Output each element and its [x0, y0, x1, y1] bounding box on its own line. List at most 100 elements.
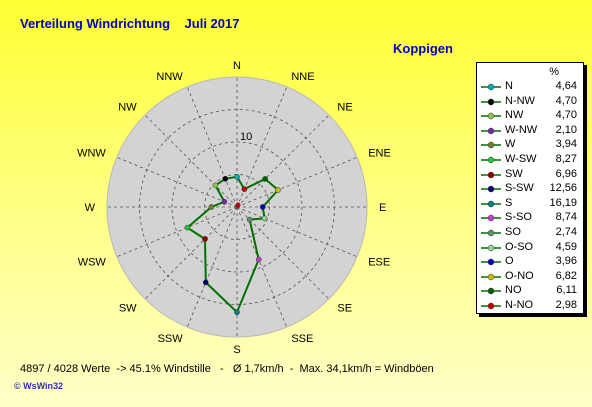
- legend-item: S-SO 8,74: [477, 211, 583, 226]
- legend-item: S 16,19: [477, 197, 583, 212]
- legend-item: NO 6,11: [477, 284, 583, 299]
- legend-marker-icon: [481, 139, 501, 151]
- direction-label-ese: ESE: [368, 256, 390, 268]
- point-wnw: [221, 198, 228, 205]
- legend-label: W-SW: [505, 153, 537, 165]
- legend-label: W-NW: [505, 123, 538, 136]
- legend-item: S-SW 12,56: [477, 182, 583, 197]
- legend-marker-icon: [481, 96, 501, 108]
- legend-label: O-NO: [505, 269, 534, 282]
- direction-label-n: N: [233, 60, 241, 72]
- spoke-wsw: [116, 206, 238, 258]
- legend-value: 6,82: [555, 269, 577, 282]
- legend-marker-icon: [481, 300, 501, 312]
- legend-marker-icon: [481, 110, 501, 122]
- legend-value: 8,27: [555, 153, 577, 165]
- spoke-ese: [236, 206, 358, 258]
- point-sse: [255, 256, 262, 263]
- legend-marker-icon: [481, 212, 501, 224]
- legend-value: 4,64: [555, 80, 577, 92]
- spoke-sw: [144, 206, 238, 300]
- direction-label-ene: ENE: [368, 148, 391, 160]
- spoke-ne: [236, 114, 330, 208]
- legend-value: 16,19: [549, 196, 577, 209]
- point-se: [246, 216, 253, 223]
- center-point: [235, 202, 241, 208]
- legend-item: SO 2,74: [477, 226, 583, 241]
- legend-label: N-NW: [505, 94, 535, 107]
- spoke-nnw: [186, 86, 238, 208]
- point-wsw: [184, 224, 191, 231]
- direction-label-sse: SSE: [291, 333, 313, 345]
- legend-marker-icon: [481, 242, 501, 254]
- spoke-nw: [144, 114, 238, 208]
- direction-label-s: S: [233, 344, 240, 356]
- spoke-ssw: [186, 206, 238, 328]
- legend-value: 4,70: [555, 109, 577, 122]
- legend-value: 6,11: [556, 284, 577, 297]
- direction-label-e: E: [379, 202, 386, 214]
- chart-title: Verteilung Windrichtung Juli 2017: [20, 16, 240, 31]
- spoke-sse: [236, 206, 288, 328]
- rose-ring-2: [171, 141, 303, 273]
- legend-marker-icon: [481, 154, 501, 166]
- point-s: [234, 309, 240, 316]
- direction-label-wnw: WNW: [77, 148, 106, 160]
- legend-item: W-SW 8,27: [477, 153, 583, 168]
- spoke-ene: [236, 156, 358, 208]
- direction-label-nnw: NNW: [156, 71, 183, 83]
- legend-value: 4,70: [555, 94, 577, 107]
- point-n: [234, 173, 240, 180]
- legend-marker-icon: [481, 81, 501, 93]
- software-credit: © WsWin32: [14, 381, 64, 391]
- spoke-nne: [236, 86, 288, 208]
- direction-label-wsw: WSW: [78, 256, 107, 268]
- legend-item: SW 6,96: [477, 168, 583, 183]
- legend-value: 4,59: [555, 240, 577, 253]
- legend-unit: %: [549, 66, 559, 78]
- direction-label-sw: SW: [119, 302, 137, 314]
- legend-label: SO: [505, 226, 521, 238]
- legend-marker-icon: [481, 285, 501, 297]
- legend-item: W 3,94: [477, 138, 583, 153]
- legend-marker-icon: [481, 183, 501, 195]
- legend: % N 4,64 N-NW 4,70 NW 4,70 W-NW 2,10 W 3,94 W-SW 8,…: [476, 62, 584, 314]
- legend-label: S-SW: [505, 182, 534, 195]
- legend-label: NW: [505, 109, 524, 122]
- point-nne: [241, 186, 248, 192]
- point-ese: [261, 215, 268, 222]
- legend-label: N: [505, 80, 513, 92]
- point-e: [259, 204, 266, 210]
- legend-marker-icon: [481, 256, 501, 268]
- legend-marker-icon: [481, 271, 501, 283]
- legend-marker-icon: [481, 125, 501, 137]
- point-ssw: [202, 279, 209, 286]
- point-ne: [262, 176, 268, 182]
- point-ene: [275, 187, 281, 193]
- spoke-se: [236, 206, 330, 300]
- legend-marker-icon: [481, 198, 501, 210]
- spoke-wnw: [116, 156, 238, 208]
- legend-value: 2,98: [555, 299, 577, 311]
- legend-label: O-SO: [505, 240, 534, 253]
- direction-label-ssw: SSW: [158, 333, 184, 345]
- legend-label: SW: [505, 167, 523, 180]
- legend-item: NW 4,70: [477, 109, 583, 124]
- legend-label: W: [505, 138, 516, 151]
- direction-label-nw: NW: [118, 102, 137, 114]
- point-w: [208, 204, 215, 210]
- station-name: Koppigen: [393, 41, 453, 56]
- point-nnw: [222, 175, 229, 182]
- legend-item: O 3,96: [477, 255, 583, 270]
- footer-stats: 4897 / 4028 Werte -> 45.1% Windstille - …: [20, 363, 434, 375]
- direction-label-w: W: [85, 202, 96, 214]
- legend-item: O-NO 6,82: [477, 270, 583, 285]
- legend-value: 2,10: [555, 123, 577, 136]
- legend-item: W-NW 2,10: [477, 124, 583, 139]
- ring-label: 10: [240, 131, 252, 143]
- legend-value: 12,56: [549, 182, 577, 195]
- legend-marker-icon: [481, 169, 501, 181]
- legend-value: 2,74: [555, 226, 577, 238]
- legend-label: N-NO: [505, 299, 534, 311]
- point-nw: [212, 182, 219, 189]
